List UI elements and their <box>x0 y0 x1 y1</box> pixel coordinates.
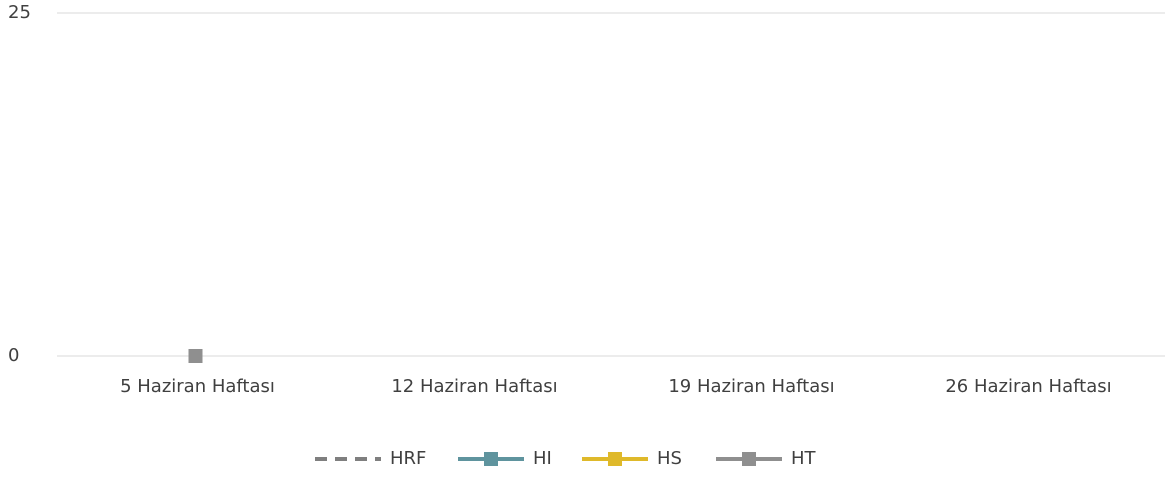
x-tick-label: 5 Haziran Haftası <box>120 376 275 397</box>
x-tick-label: 19 Haziran Haftası <box>668 376 834 397</box>
legend-label: HS <box>657 448 682 469</box>
legend-marker <box>484 452 498 466</box>
legend-marker <box>608 452 622 466</box>
y-tick-label: 25 <box>8 2 31 23</box>
legend-label: HI <box>533 448 552 469</box>
legend-label: HRF <box>390 448 426 469</box>
legend-label: HT <box>791 448 817 469</box>
x-tick-label: 26 Haziran Haftası <box>945 376 1111 397</box>
series-marker <box>188 349 203 363</box>
y-tick-label: 0 <box>8 345 19 366</box>
x-tick-label: 12 Haziran Haftası <box>391 376 557 397</box>
legend-marker <box>742 452 756 466</box>
